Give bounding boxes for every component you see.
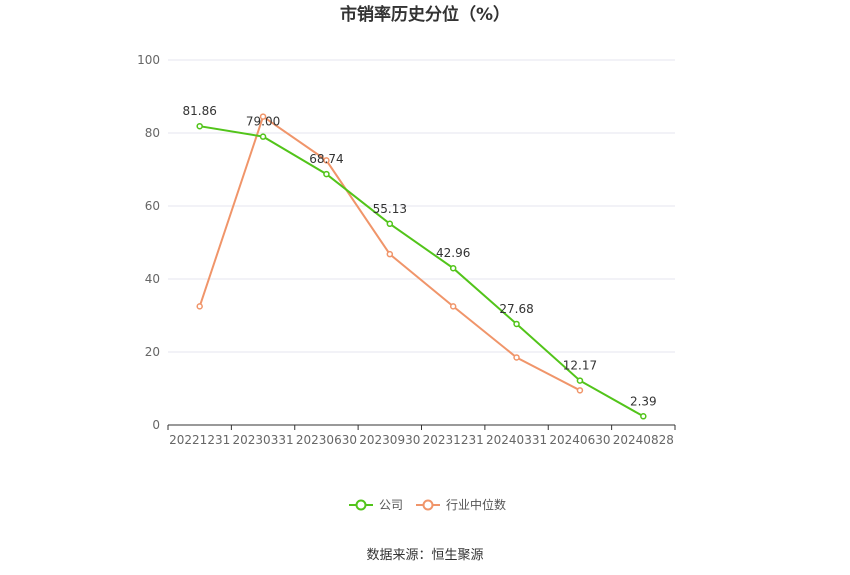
y-tick-label: 100	[137, 53, 160, 67]
x-tick-label: 20240331	[486, 433, 547, 447]
x-axis: 20221231 20230331 20230630 20230930 20231231…	[167, 424, 676, 447]
data-point	[449, 264, 457, 272]
legend-label: 行业中位数	[446, 497, 506, 512]
legend-item-company[interactable]: 公司	[349, 498, 403, 512]
data-point	[513, 354, 520, 361]
data-point	[449, 303, 457, 310]
data-point	[259, 133, 267, 140]
y-tick-label: 40	[145, 272, 160, 286]
x-tick-label: 20230630	[296, 433, 357, 447]
chart-title: 市销率历史分位（%）	[340, 4, 510, 25]
x-tick-label: 20230331	[233, 433, 294, 447]
data-point	[323, 157, 330, 164]
y-tick-label: 20	[145, 345, 160, 359]
source-text: 数据来源：恒生聚源	[366, 548, 483, 563]
data-label: 81.86	[183, 104, 217, 118]
data-point	[513, 320, 520, 328]
data-label: 2.39	[630, 394, 657, 408]
data-label: 42.96	[436, 246, 470, 260]
data-point	[576, 387, 584, 394]
y-tick-label: 80	[145, 126, 160, 140]
legend-marker-icon	[355, 499, 367, 511]
series-layer	[196, 113, 647, 420]
data-labels: 81.86 79.00 68.74 55.13 42.96 27.68 12.17 2.39	[183, 104, 657, 408]
data-point	[640, 413, 647, 420]
x-tick-label: 20240828	[613, 433, 674, 447]
x-tick-label: 20230930	[359, 433, 420, 447]
legend-label: 公司	[379, 498, 403, 512]
data-label: 27.68	[499, 302, 533, 316]
legend-item-industry-median[interactable]: 行业中位数	[416, 497, 506, 512]
data-point	[323, 170, 330, 178]
data-label: 12.17	[563, 359, 597, 373]
legend-marker-icon	[422, 499, 434, 511]
data-point	[386, 250, 394, 258]
grid	[168, 59, 675, 353]
legend[interactable]: 公司 行业中位数	[349, 497, 506, 512]
data-point	[386, 220, 394, 228]
x-tick-label: 20231231	[423, 433, 484, 447]
data-label: 55.13	[373, 202, 407, 216]
series-line-company	[199, 125, 644, 418]
x-tick-label: 20240630	[549, 433, 610, 447]
data-point	[259, 113, 267, 120]
x-tick-label: 20221231	[169, 433, 230, 447]
y-tick-label: 60	[145, 199, 160, 213]
y-tick-label: 0	[152, 418, 160, 432]
data-point	[196, 303, 203, 310]
data-point	[196, 122, 203, 130]
data-label: 79.00	[246, 115, 280, 129]
data-point	[576, 377, 584, 384]
y-axis: 0 20 40 60 80 100	[137, 53, 160, 432]
data-label: 68.74	[309, 152, 343, 166]
